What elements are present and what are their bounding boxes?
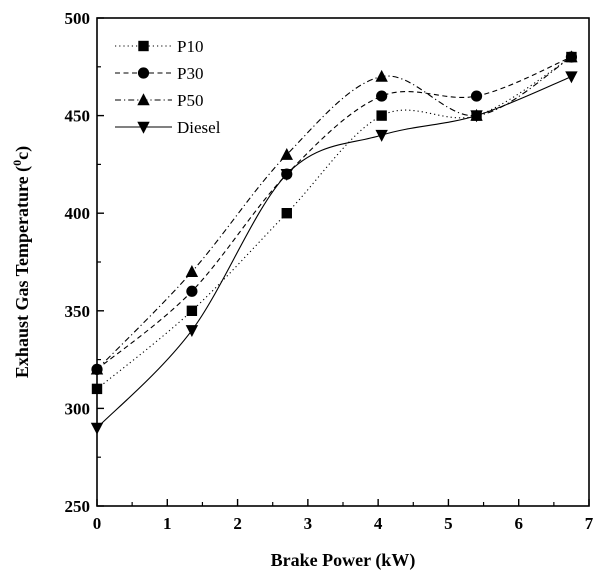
legend-marker-p10 <box>138 40 149 52</box>
legend-label-p50: P50 <box>177 91 203 110</box>
data-point-p50 <box>185 265 199 277</box>
data-point-p30 <box>470 90 483 102</box>
plot-frame <box>96 17 590 507</box>
curves-layer <box>96 56 572 429</box>
y-axis-title-tail: c) <box>12 146 33 160</box>
y-tick-label: 300 <box>65 399 91 418</box>
data-point-p30 <box>186 285 198 297</box>
x-axis-title: Brake Power (kW) <box>271 550 416 571</box>
x-tick-label: 5 <box>444 514 453 533</box>
series-line-p10 <box>96 56 572 390</box>
x-tick-label: 0 <box>93 514 102 533</box>
x-tick-label: 6 <box>514 514 523 533</box>
data-point-diesel <box>375 129 388 142</box>
data-point-diesel <box>185 325 199 338</box>
legend-marker-p50 <box>137 93 150 106</box>
data-point-p10 <box>281 208 292 219</box>
y-axis-title-superscript: 0 <box>10 160 24 166</box>
data-point-diesel <box>565 71 578 84</box>
data-point-p50 <box>565 50 578 63</box>
legend: P10 P30 P50 Diesel <box>115 37 221 137</box>
data-point-p30 <box>376 90 388 102</box>
y-tick-label: 500 <box>65 9 91 28</box>
series-line-p50 <box>96 56 572 370</box>
y-axis-title-main: Exhaust Gas Temperature ( <box>12 166 33 378</box>
x-tick-label: 4 <box>374 514 383 533</box>
legend-label-diesel: Diesel <box>177 118 221 137</box>
y-tick-label: 350 <box>65 302 91 321</box>
data-point-diesel <box>470 110 483 123</box>
series-line-diesel <box>96 76 572 429</box>
data-point-p10 <box>186 305 198 316</box>
data-point-diesel <box>280 168 293 181</box>
x-tick-label: 3 <box>304 514 313 533</box>
data-point-p50 <box>375 69 388 82</box>
data-point-p50 <box>280 147 293 160</box>
ticks-layer: 0 1 2 3 4 5 6 7 250 300 350 400 450 500 <box>65 9 594 533</box>
x-tick-label: 2 <box>233 514 242 533</box>
markers-layer <box>90 50 578 435</box>
x-tick-label: 7 <box>585 514 594 533</box>
y-axis-title: Exhaust Gas Temperature (0c) <box>10 146 33 378</box>
legend-label-p10: P10 <box>177 37 203 56</box>
legend-marker-p30 <box>137 67 150 79</box>
x-tick-label: 1 <box>163 514 172 533</box>
y-tick-label: 400 <box>65 204 91 223</box>
legend-marker-diesel <box>137 121 150 134</box>
legend-label-p30: P30 <box>177 64 203 83</box>
y-tick-label: 250 <box>65 497 91 516</box>
y-tick-label: 450 <box>65 107 91 126</box>
data-point-p10 <box>376 110 387 121</box>
series-line-p30 <box>96 56 572 370</box>
